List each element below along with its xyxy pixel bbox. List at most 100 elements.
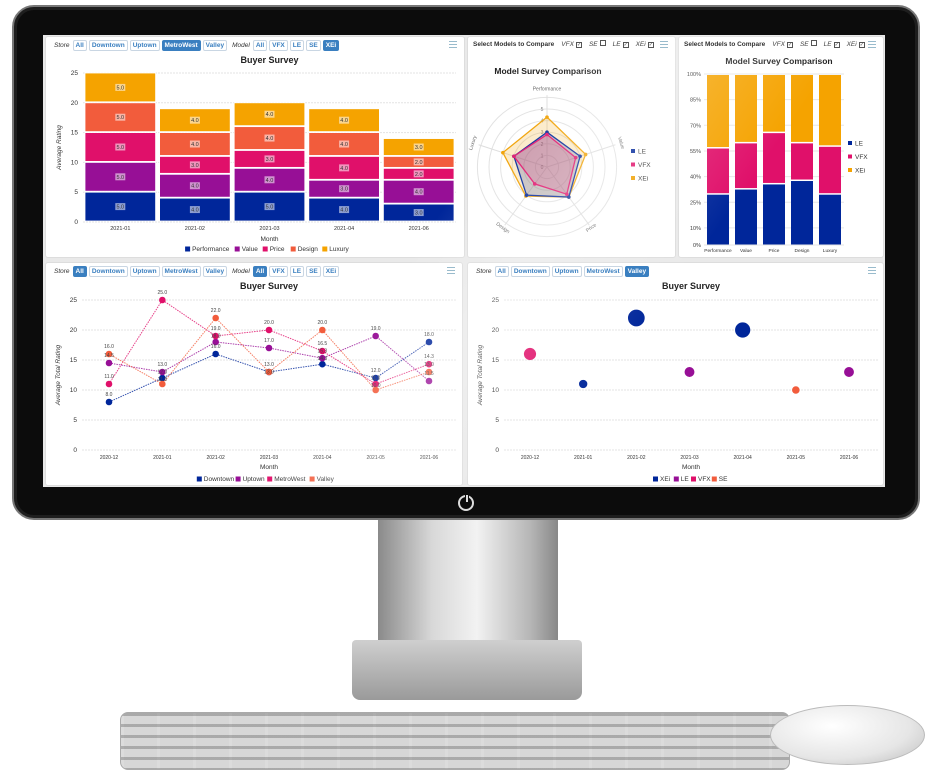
store-button-metrowest[interactable]: MetroWest [583, 266, 623, 277]
model-checkbox-vfx[interactable]: VFX ✓ [772, 41, 793, 48]
y-tick-label: 15 [70, 357, 78, 364]
radar-axis-label: Design [495, 221, 511, 235]
model-checkbox-vfx[interactable]: VFX ✓ [561, 41, 582, 48]
data-label: 2.0 [415, 172, 423, 178]
filter-toolbar: Select Models to Compare VFX ✓ SE LE ✓ XEi ✓ [684, 40, 870, 48]
model-checkbox-le[interactable]: LE ✓ [613, 41, 629, 48]
legend-swatch [196, 476, 202, 482]
x-tick-label: Value [740, 248, 752, 254]
model-button-vfx[interactable]: VFX [269, 266, 288, 277]
legend-item-label: LE [855, 141, 864, 148]
data-label: 3.0 [415, 145, 423, 151]
radar-point [545, 115, 549, 119]
data-label-bg [413, 158, 424, 166]
model-button-le[interactable]: LE [289, 40, 305, 51]
model-checkbox-xei[interactable]: XEi ✓ [636, 41, 654, 48]
checkbox-icon[interactable]: ✓ [833, 41, 840, 48]
y-tick-label: 5 [74, 189, 78, 196]
radar-series-vfx [512, 133, 577, 196]
chart-svg: 0 5 10 15 20 25 Buyer Survey Average Total Rati… [477, 281, 878, 483]
checkbox-icon[interactable] [810, 40, 817, 46]
model-checkbox-label: SE [588, 41, 598, 48]
store-button-all[interactable]: All [72, 266, 87, 277]
y-axis-label: Average Total Rating [477, 344, 484, 406]
store-button-all[interactable]: All [72, 40, 87, 51]
model-label: Model [232, 42, 250, 49]
radar-axis-label: Luxury [468, 134, 478, 151]
store-button-valley[interactable]: Valley [202, 40, 228, 51]
store-button-uptown[interactable]: Uptown [129, 266, 160, 277]
filter-toolbar: Select Models to Compare VFX ✓ SE LE ✓ XEi ✓ [473, 40, 659, 48]
data-label: 20.0 [264, 320, 274, 326]
model-button-all[interactable]: All [252, 40, 268, 51]
bar-segment [819, 194, 841, 245]
checkbox-icon[interactable]: ✓ [786, 41, 793, 48]
model-checkbox-se[interactable]: SE [589, 40, 606, 48]
checkbox-icon[interactable]: ✓ [575, 41, 582, 48]
model-checkbox-le[interactable]: LE ✓ [824, 41, 840, 48]
data-label: 2.0 [415, 160, 423, 166]
model-checkbox-xei[interactable]: XEi ✓ [847, 41, 865, 48]
filter-toolbar: Store All Downtown Uptown MetroWest Valley [473, 266, 650, 277]
model-button-se[interactable]: SE [306, 40, 321, 51]
hamburger-menu-icon[interactable] [447, 267, 455, 274]
store-button-valley[interactable]: Valley [202, 266, 228, 277]
legend-swatch [185, 246, 191, 252]
store-button-all[interactable]: All [494, 266, 509, 277]
model-button-xei[interactable]: XEi [322, 266, 340, 277]
model-checkbox-se[interactable]: SE [800, 40, 817, 48]
store-button-downtown[interactable]: Downtown [88, 40, 128, 51]
store-button-metrowest[interactable]: MetroWest [161, 266, 201, 277]
model-checkbox-label: LE [823, 40, 832, 48]
bubble-xei [627, 309, 645, 327]
radar-point [573, 155, 578, 160]
store-button-valley[interactable]: Valley [624, 266, 650, 277]
radar-point [567, 195, 571, 199]
model-button-le[interactable]: LE [289, 266, 305, 277]
checkbox-icon[interactable]: ✓ [647, 41, 654, 48]
y-tick-label: 0 [73, 447, 77, 454]
model-button-xei[interactable]: XEi [322, 40, 340, 51]
store-button-uptown[interactable]: Uptown [551, 266, 582, 277]
hamburger-menu-icon[interactable] [868, 267, 876, 274]
hamburger-menu-icon[interactable] [868, 41, 876, 48]
store-button-uptown[interactable]: Uptown [129, 40, 160, 51]
x-tick-label: 2021-02 [185, 226, 205, 232]
line-point [159, 296, 166, 304]
checkbox-icon[interactable]: ✓ [858, 41, 865, 48]
checkbox-icon[interactable]: ✓ [622, 41, 629, 48]
checkbox-icon[interactable] [599, 40, 606, 46]
data-label: 5.0 [116, 115, 124, 121]
legend-swatch [691, 476, 696, 482]
hamburger-menu-icon[interactable] [660, 41, 668, 48]
chart-title: Model Survey Comparison [725, 56, 832, 66]
store-button-downtown[interactable]: Downtown [510, 266, 550, 277]
legend-swatch [711, 476, 717, 482]
model-button-se[interactable]: SE [306, 266, 321, 277]
filter-toolbar: Store All Downtown Uptown MetroWest Valley Mod… [51, 266, 340, 277]
store-button-metrowest[interactable]: MetroWest [161, 40, 201, 51]
model-label: Model [232, 268, 250, 275]
radar-tick-label: 2 [541, 142, 544, 148]
chart-svg: 0 5 10 15 20 25 Buyer Survey Average Total Rati… [55, 281, 456, 483]
model-button-vfx[interactable]: VFX [269, 40, 288, 51]
data-label: 3.0 [191, 163, 199, 169]
power-button[interactable] [458, 494, 474, 511]
x-tick-label: 2021-01 [110, 226, 130, 232]
legend-item-label: VFX [698, 476, 711, 483]
store-button-downtown[interactable]: Downtown [88, 266, 128, 277]
data-label: 11.5 [424, 371, 434, 377]
data-label: 10.0 [371, 383, 381, 389]
model-checkbox-label: SE [799, 41, 809, 48]
data-label-bg [264, 203, 275, 211]
y-tick-label: 25 [492, 297, 500, 304]
radar-tick-label: 5 [541, 107, 544, 113]
hamburger-menu-icon[interactable] [449, 41, 457, 48]
data-label: 15.3 [317, 349, 327, 355]
legend-item-label: XEi [660, 476, 670, 483]
x-tick-label: 2021-06 [840, 455, 859, 461]
model-button-all[interactable]: All [252, 266, 268, 277]
y-axis-label: Average Rating [56, 125, 63, 171]
legend-swatch [631, 149, 635, 153]
data-label-bg [339, 164, 350, 172]
